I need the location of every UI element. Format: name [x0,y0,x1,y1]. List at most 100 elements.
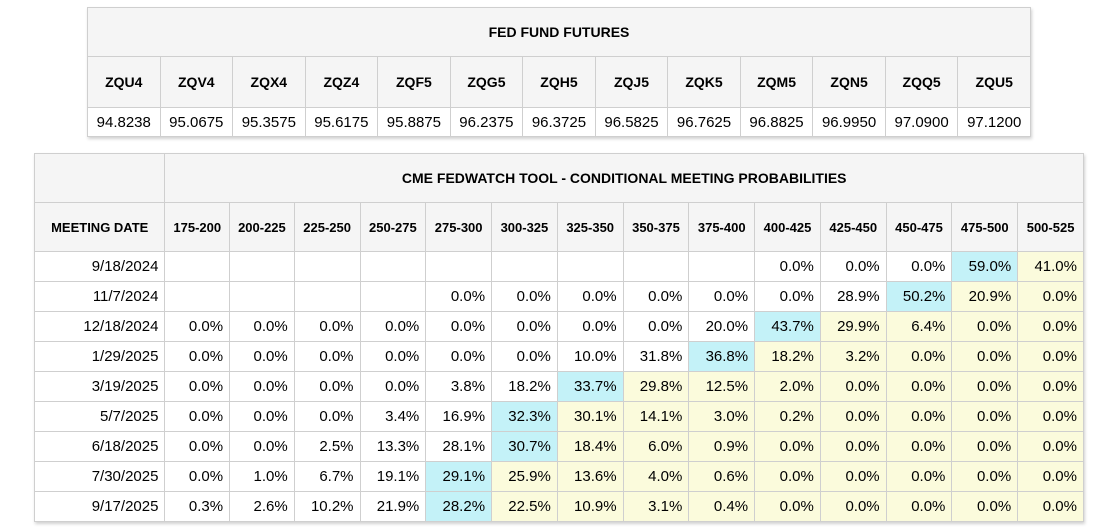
fedwatch-probabilities-table: CME FEDWATCH TOOL - CONDITIONAL MEETING … [33,153,1084,522]
probability-cell: 0.0% [885,431,953,462]
rate-range-header: 275-300 [425,202,493,252]
probability-cell: 0.0% [359,341,427,372]
probability-cell: 29.8% [622,371,690,402]
probability-cell [293,251,361,282]
probability-cell: 29.9% [819,311,887,342]
probability-cell: 21.9% [359,491,427,522]
probability-cell: 0.0% [359,311,427,342]
probability-cell: 25.9% [491,461,558,492]
probability-cell: 0.0% [1017,401,1084,432]
probability-cell: 18.2% [754,341,821,372]
probability-cell: 6.7% [293,461,361,492]
probability-cell: 19.1% [359,461,427,492]
futures-symbol: ZQM5 [739,56,814,108]
probability-cell: 13.6% [556,461,624,492]
probability-cell: 0.0% [819,371,887,402]
probability-cell: 0.0% [819,461,887,492]
probability-cell: 0.0% [491,311,558,342]
probability-cell: 0.0% [819,401,887,432]
probability-cell: 0.0% [622,311,690,342]
probability-cell: 0.0% [1017,341,1084,372]
probability-cell: 0.0% [885,491,953,522]
rate-range-header: 300-325 [491,202,558,252]
futures-symbol: ZQZ4 [304,56,379,108]
rate-range-header: 475-500 [951,202,1019,252]
probability-cell: 18.4% [556,431,624,462]
probability-cell: 0.0% [491,281,558,312]
futures-symbol: ZQX4 [232,56,306,108]
probability-cell: 0.0% [425,341,493,372]
futures-price: 95.0675 [159,107,234,137]
probability-cell: 0.0% [491,341,558,372]
rate-range-header: 400-425 [754,202,821,252]
probability-cell: 28.1% [425,431,493,462]
probability-cell: 0.0% [164,341,231,372]
probability-cell: 0.0% [754,281,821,312]
probability-cell: 0.0% [754,491,821,522]
probability-cell: 0.0% [754,431,821,462]
meeting-date-header: MEETING DATE [33,202,166,252]
probability-cell: 0.0% [819,251,887,282]
probability-cell: 0.0% [951,311,1019,342]
meeting-row: 7/30/2025 0.0% 1.0% 6.7% 19.1% 29.1% 25.9% 13.6… [33,461,1084,492]
probability-cell: 33.7% [556,371,624,402]
probability-cell: 2.5% [293,431,361,462]
probability-cell: 0.0% [885,371,953,402]
futures-symbol: ZQU5 [957,56,1031,108]
probability-cell: 0.0% [951,371,1019,402]
probability-cell: 0.0% [754,461,821,492]
fedwatch-body: 9/18/2024 0.0% 0.0% 0.0% 59.0% 41.0% 11/7/2024… [33,251,1084,522]
futures-symbol: ZQQ5 [884,56,959,108]
probability-cell: 0.0% [164,401,231,432]
probability-cell: 0.0% [622,281,690,312]
probability-cell: 31.8% [622,341,690,372]
probability-cell: 22.5% [491,491,558,522]
probability-cell: 28.9% [819,281,887,312]
fedwatch-header-row: MEETING DATE 175-200 200-225 225-250 250-27… [33,202,1084,252]
probability-cell: 0.0% [293,371,361,402]
probability-cell: 0.0% [951,461,1019,492]
probability-cell: 0.0% [164,461,231,492]
probability-cell: 16.9% [425,401,493,432]
probability-cell: 0.0% [293,401,361,432]
meeting-row: 1/29/2025 0.0% 0.0% 0.0% 0.0% 0.0% 0.0% 10.0% 31… [33,341,1084,372]
futures-price: 96.9950 [812,107,886,137]
probability-cell: 0.0% [885,251,953,282]
rate-range-header: 250-275 [359,202,427,252]
probability-cell [229,281,295,312]
futures-symbol: ZQV4 [159,56,234,108]
fedwatch-title-row: CME FEDWATCH TOOL - CONDITIONAL MEETING … [33,153,1084,203]
meeting-date: 6/18/2025 [33,431,166,462]
probability-cell: 10.2% [293,491,361,522]
probability-cell: 3.4% [359,401,427,432]
probability-cell [359,281,427,312]
rate-range-header: 350-375 [622,202,690,252]
futures-price: 96.3725 [522,107,596,137]
probability-cell: 20.0% [688,311,756,342]
probability-cell: 32.3% [491,401,558,432]
futures-title: FED FUND FUTURES [87,7,1031,57]
futures-symbol: ZQG5 [449,56,524,108]
probability-cell: 0.0% [885,461,953,492]
probability-cell: 0.0% [229,341,295,372]
probability-cell: 0.0% [688,281,756,312]
futures-price: 96.5825 [594,107,669,137]
probability-cell: 50.2% [885,281,953,312]
probability-cell: 0.0% [164,311,231,342]
probability-cell: 2.6% [229,491,295,522]
probability-cell: 3.1% [622,491,690,522]
probability-cell: 0.0% [951,401,1019,432]
futures-price: 95.6175 [304,107,379,137]
rate-range-header: 200-225 [229,202,295,252]
probability-cell: 0.0% [754,251,821,282]
probability-cell: 41.0% [1017,251,1084,282]
probability-cell: 10.0% [556,341,624,372]
probability-cell: 59.0% [951,251,1019,282]
probability-cell [688,251,756,282]
probability-cell: 43.7% [754,311,821,342]
rate-range-header: 225-250 [293,202,361,252]
probability-cell: 0.3% [164,491,231,522]
probability-cell: 0.0% [229,431,295,462]
probability-cell: 0.0% [229,311,295,342]
probability-cell: 12.5% [688,371,756,402]
